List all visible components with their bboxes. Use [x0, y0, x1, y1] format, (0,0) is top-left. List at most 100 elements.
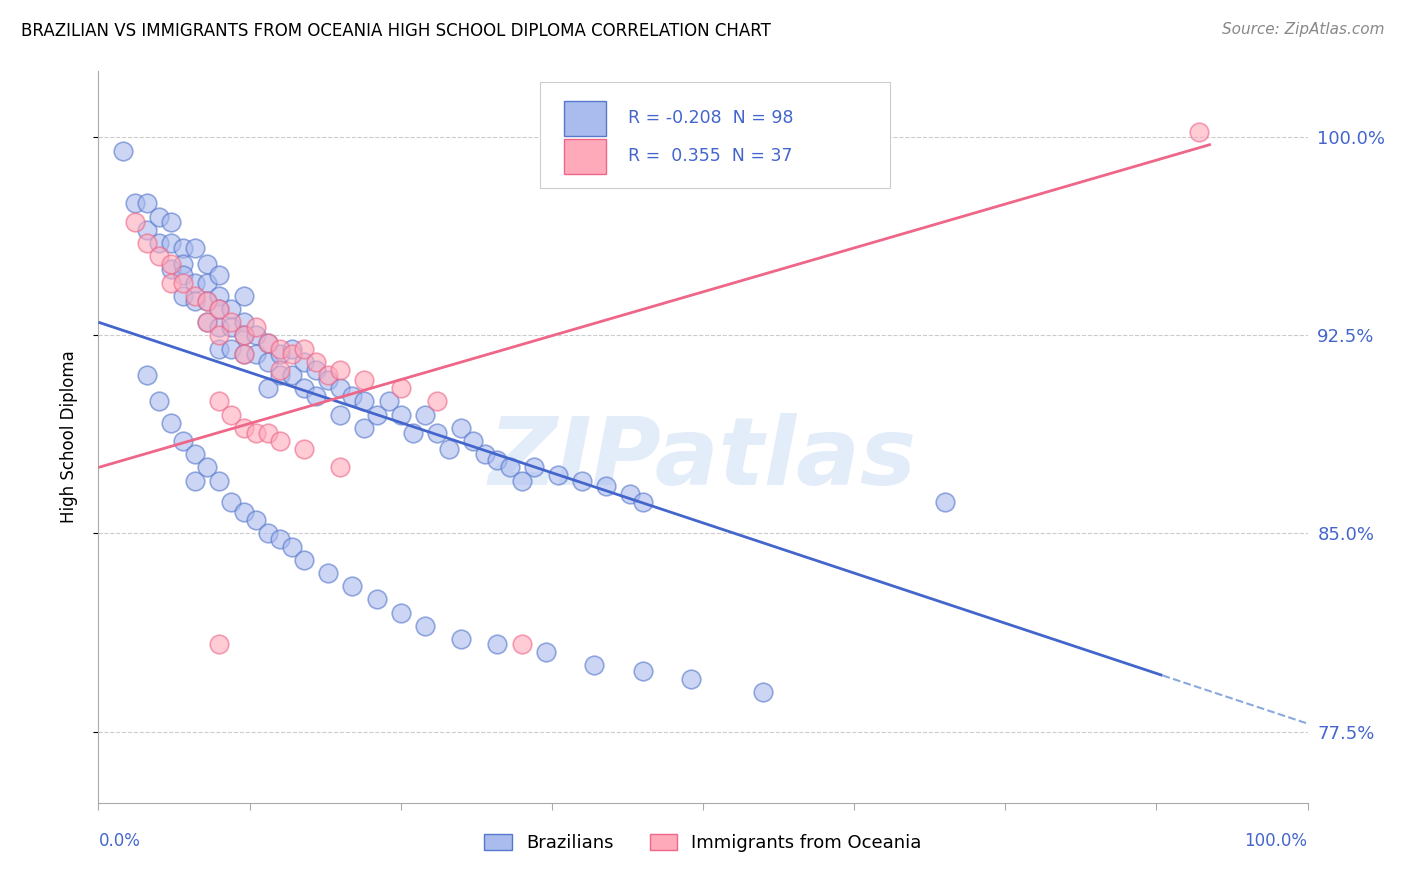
Y-axis label: High School Diploma: High School Diploma [59, 351, 77, 524]
Point [619, 487, 641, 501]
Point [232, 421, 254, 435]
Point [208, 320, 231, 334]
Point [269, 347, 291, 361]
Point [148, 249, 170, 263]
FancyBboxPatch shape [564, 101, 606, 136]
Point [195, 294, 218, 309]
FancyBboxPatch shape [564, 138, 606, 174]
Point [195, 294, 218, 309]
FancyBboxPatch shape [540, 82, 890, 188]
Point [135, 196, 157, 211]
Point [195, 276, 218, 290]
Point [510, 637, 533, 651]
Point [232, 347, 254, 361]
Point [583, 658, 606, 673]
Point [631, 664, 654, 678]
Point [571, 474, 593, 488]
Point [281, 342, 304, 356]
Point [195, 315, 218, 329]
Point [208, 301, 231, 316]
Text: Source: ZipAtlas.com: Source: ZipAtlas.com [1222, 22, 1385, 37]
Point [752, 685, 775, 699]
Point [184, 474, 207, 488]
Point [245, 426, 267, 441]
Point [934, 495, 956, 509]
Point [184, 447, 207, 461]
Point [208, 289, 231, 303]
Point [366, 408, 388, 422]
Point [208, 342, 231, 356]
Text: ZIPatlas: ZIPatlas [489, 413, 917, 505]
Point [269, 532, 291, 546]
Point [111, 144, 134, 158]
Point [269, 363, 291, 377]
Point [221, 495, 243, 509]
Point [281, 368, 304, 382]
Point [305, 389, 328, 403]
Point [547, 468, 569, 483]
Point [292, 381, 315, 395]
Point [353, 394, 375, 409]
Point [389, 381, 412, 395]
Point [342, 389, 364, 403]
Point [245, 347, 267, 361]
Point [160, 235, 183, 250]
Point [426, 426, 449, 441]
Point [172, 268, 194, 282]
Point [221, 408, 243, 422]
Point [342, 579, 364, 593]
Point [413, 408, 436, 422]
Point [172, 257, 194, 271]
Point [329, 460, 352, 475]
Point [160, 416, 183, 430]
Point [232, 289, 254, 303]
Point [389, 408, 412, 422]
Text: R = -0.208  N = 98: R = -0.208 N = 98 [628, 109, 793, 128]
Point [474, 447, 496, 461]
Point [292, 355, 315, 369]
Point [269, 434, 291, 448]
Point [245, 320, 267, 334]
Point [534, 645, 557, 659]
Point [316, 566, 339, 580]
Point [486, 637, 509, 651]
Point [184, 289, 207, 303]
Point [305, 355, 328, 369]
Point [160, 257, 183, 271]
Point [366, 592, 388, 607]
Point [402, 426, 425, 441]
Point [232, 328, 254, 343]
Point [1188, 125, 1211, 139]
Point [124, 196, 146, 211]
Point [221, 301, 243, 316]
Point [353, 421, 375, 435]
Point [256, 381, 278, 395]
Point [256, 355, 278, 369]
Point [292, 442, 315, 456]
Point [172, 276, 194, 290]
Point [256, 426, 278, 441]
Legend: Brazilians, Immigrants from Oceania: Brazilians, Immigrants from Oceania [477, 827, 929, 860]
Point [232, 505, 254, 519]
Text: 0.0%: 0.0% [98, 832, 141, 850]
Point [523, 460, 546, 475]
Point [329, 408, 352, 422]
Point [160, 262, 183, 277]
Point [245, 513, 267, 527]
Point [329, 381, 352, 395]
Point [172, 289, 194, 303]
Point [208, 474, 231, 488]
Point [389, 606, 412, 620]
Point [450, 632, 472, 646]
Point [221, 315, 243, 329]
Point [269, 342, 291, 356]
Point [135, 235, 157, 250]
Point [450, 421, 472, 435]
Point [256, 336, 278, 351]
Point [292, 342, 315, 356]
Point [208, 268, 231, 282]
Text: 100.0%: 100.0% [1244, 832, 1308, 850]
Point [353, 373, 375, 387]
Point [232, 315, 254, 329]
Point [148, 235, 170, 250]
